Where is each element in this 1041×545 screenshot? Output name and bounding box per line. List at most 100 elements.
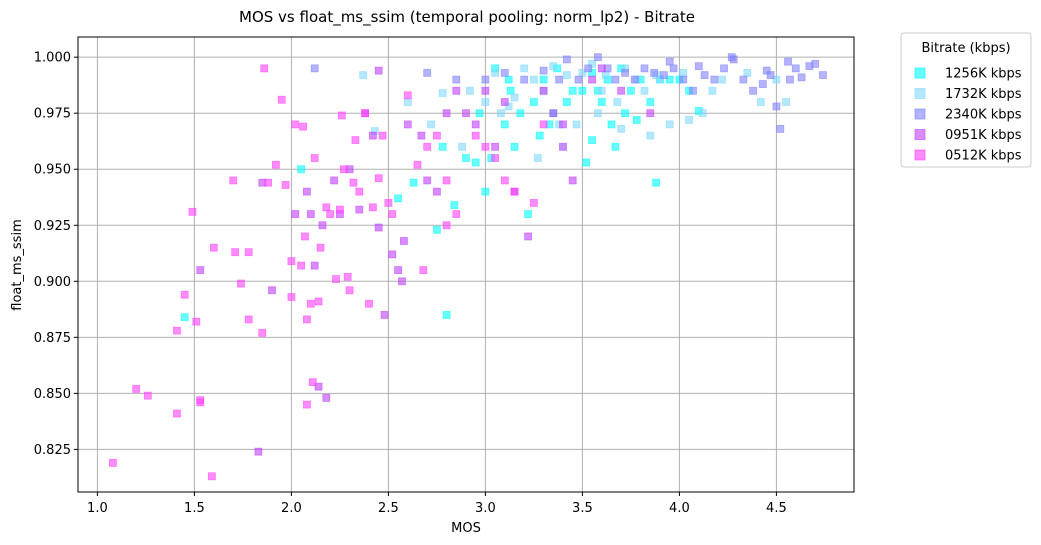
- data-point: [258, 328, 267, 337]
- data-point: [679, 75, 688, 84]
- data-point: [306, 299, 315, 308]
- data-point: [549, 62, 558, 71]
- data-point: [244, 315, 253, 324]
- data-point: [423, 142, 432, 151]
- data-point: [632, 116, 641, 124]
- data-point: [332, 275, 340, 283]
- data-point: [297, 261, 306, 270]
- data-point: [481, 75, 490, 84]
- data-point: [562, 71, 571, 80]
- data-point: [452, 210, 461, 218]
- data-point: [314, 382, 323, 391]
- data-point: [413, 160, 422, 169]
- data-point: [335, 205, 344, 214]
- data-point: [784, 57, 792, 66]
- data-point: [388, 250, 397, 259]
- data-point: [306, 210, 315, 218]
- series-1256k-kbps: [180, 64, 703, 322]
- data-point: [471, 131, 480, 140]
- data-point: [196, 266, 205, 275]
- x-tick-label: 1.5: [184, 501, 205, 516]
- data-point: [594, 53, 602, 62]
- data-point: [403, 98, 412, 106]
- data-point: [442, 176, 451, 185]
- data-point: [345, 286, 354, 295]
- data-point: [679, 68, 688, 77]
- legend: Bitrate (kbps) 1256K kbps 1732K kbps 2340K…: [900, 32, 1032, 168]
- data-point: [394, 266, 403, 275]
- data-point: [361, 109, 370, 118]
- data-point: [698, 109, 707, 118]
- data-point: [471, 120, 480, 129]
- data-point: [432, 131, 441, 140]
- legend-title: Bitrate (kbps): [921, 41, 1010, 56]
- data-point: [700, 71, 709, 80]
- plot-frame: [77, 36, 855, 493]
- data-point: [173, 409, 181, 418]
- data-point: [481, 86, 490, 95]
- x-tick-label: 4.5: [766, 501, 787, 516]
- data-point: [260, 64, 269, 73]
- data-point: [500, 120, 509, 129]
- series-2340k-kbps: [310, 53, 827, 133]
- data-point: [384, 198, 393, 207]
- data-point: [646, 98, 655, 106]
- data-point: [524, 210, 532, 218]
- data-point: [597, 64, 606, 73]
- chart-title: MOS vs float_ms_ssim (temporal pooling: …: [239, 8, 695, 27]
- data-point: [291, 210, 300, 218]
- data-point: [533, 154, 542, 162]
- data-point: [343, 272, 352, 281]
- data-point: [268, 286, 276, 295]
- data-point: [337, 111, 346, 120]
- data-point: [326, 210, 335, 218]
- data-point: [582, 158, 591, 167]
- data-point: [665, 75, 674, 84]
- data-point: [611, 75, 620, 84]
- data-point: [659, 71, 668, 80]
- data-point: [481, 142, 490, 151]
- legend-label: 0512K kbps: [945, 149, 1022, 164]
- data-point: [743, 68, 752, 77]
- data-point: [322, 393, 331, 402]
- legend-label: 1732K kbps: [945, 87, 1022, 102]
- legend-frame: [900, 32, 1032, 168]
- data-point: [237, 279, 245, 288]
- data-point: [694, 62, 703, 71]
- data-point: [310, 64, 319, 73]
- data-point: [316, 243, 325, 252]
- data-point: [500, 68, 509, 77]
- data-point: [409, 178, 418, 187]
- data-point: [271, 160, 280, 169]
- data-point: [365, 299, 373, 308]
- data-point: [535, 131, 544, 140]
- data-point: [510, 93, 519, 102]
- data-point: [797, 73, 806, 82]
- data-point: [308, 378, 317, 387]
- data-point: [559, 120, 567, 129]
- data-point: [244, 248, 253, 257]
- data-point: [303, 187, 311, 196]
- data-point: [559, 142, 567, 151]
- data-point: [758, 80, 767, 88]
- data-point: [597, 98, 606, 106]
- data-point: [229, 176, 238, 185]
- x-axis: 1.0 1.5 2.0 2.5 3.0 3.5 4.0 4.5: [87, 492, 787, 516]
- data-point: [297, 165, 306, 174]
- data-point: [291, 120, 300, 129]
- legend-items: 1256K kbps 1732K kbps 2340K kbps 0951K kbps…: [914, 67, 1022, 164]
- legend-marker: [914, 129, 926, 140]
- data-point: [510, 142, 519, 151]
- series-0512k-kbps: [109, 64, 567, 481]
- data-point: [143, 391, 152, 400]
- data-point: [423, 176, 432, 185]
- y-tick-label: 0.875: [34, 331, 71, 346]
- data-point: [322, 203, 331, 212]
- data-point: [520, 75, 529, 84]
- data-point: [355, 187, 364, 196]
- data-point: [432, 225, 441, 234]
- data-point: [530, 75, 538, 84]
- x-tick-label: 2.5: [378, 501, 399, 516]
- data-point: [491, 68, 500, 77]
- data-point: [739, 75, 748, 84]
